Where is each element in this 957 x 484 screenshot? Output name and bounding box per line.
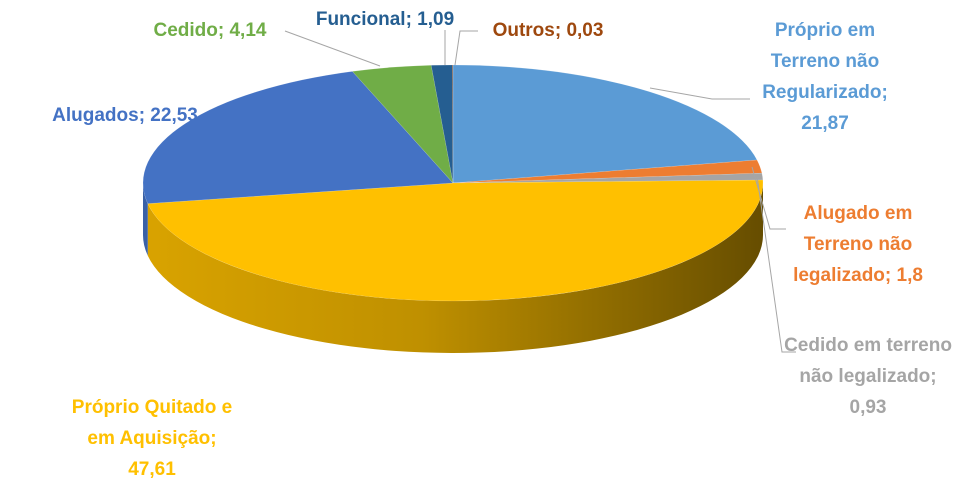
slice [452,64,758,184]
slice [430,64,454,184]
leader-line [751,166,786,230]
slice [351,65,454,184]
data-label: Próprio em Terreno não Regularizado; 21,… [762,20,888,134]
data-label: Alugado em Terreno não legalizado; 1,8 [793,203,923,286]
slice-side [147,183,763,354]
slice-side [143,183,148,256]
slice [452,172,764,184]
leader-line [756,175,796,353]
data-label: Outros; 0,03 [492,20,604,41]
data-label: Cedido; 4,14 [153,20,267,41]
data-label: Alugados; 22,53 [52,105,198,126]
leader-line [284,30,381,67]
slice [452,159,763,184]
slice [452,64,454,184]
leader-line [454,30,478,66]
data-label: Cedido em terreno não legalizado; 0,93 [784,335,952,418]
data-label: Próprio Quitado e em Aquisição; 47,61 [71,397,233,480]
slice [147,179,764,302]
data-label: Funcional; 1,09 [315,9,455,30]
leader-line [649,87,750,100]
slice [142,71,454,204]
